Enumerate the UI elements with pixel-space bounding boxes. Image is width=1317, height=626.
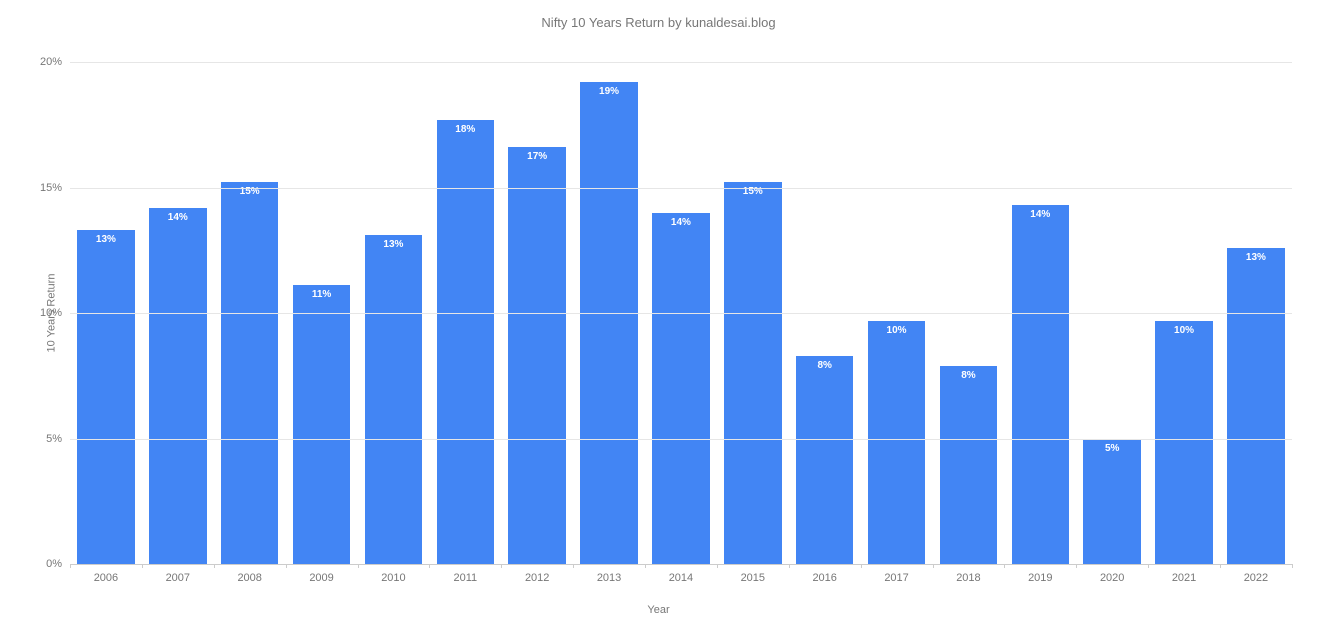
x-tick-label: 2015 [717,572,789,584]
bar: 19% [580,82,638,564]
x-divider [214,564,215,568]
bar: 15% [724,182,782,564]
x-tick-label: 2021 [1148,572,1220,584]
x-axis-label: Year [0,604,1317,616]
bar-value-label: 10% [868,325,926,336]
bar: 13% [365,235,423,564]
x-divider [429,564,430,568]
y-tick-label: 5% [46,433,62,445]
bar: 13% [1227,248,1285,564]
bar: 8% [796,356,854,564]
bar: 10% [868,321,926,564]
grid-line [70,439,1292,440]
bar: 15% [221,182,279,564]
x-divider [70,564,71,568]
bar-value-label: 13% [1227,252,1285,263]
grid-line [70,313,1292,314]
x-divider [1076,564,1077,568]
chart-title: Nifty 10 Years Return by kunaldesai.blog [0,15,1317,30]
x-divider [501,564,502,568]
x-divider [717,564,718,568]
bar: 18% [437,120,495,564]
x-divider [933,564,934,568]
bar: 14% [652,213,710,564]
bar: 8% [940,366,998,564]
bar-value-label: 10% [1155,325,1213,336]
x-divider [1292,564,1293,568]
bar: 14% [149,208,207,564]
bar-value-label: 18% [437,124,495,135]
x-tick-label: 2011 [429,572,501,584]
x-tick-label: 2013 [573,572,645,584]
x-tick-label: 2020 [1076,572,1148,584]
grid-line [70,564,1292,565]
x-tick-label: 2019 [1004,572,1076,584]
bar-value-label: 13% [77,234,135,245]
grid-line [70,62,1292,63]
y-tick-label: 20% [40,56,62,68]
bar-value-label: 14% [149,212,207,223]
x-divider [286,564,287,568]
y-tick-label: 15% [40,182,62,194]
grid-line [70,188,1292,189]
x-divider [358,564,359,568]
x-tick-label: 2010 [358,572,430,584]
bar-value-label: 19% [580,86,638,97]
bar-value-label: 11% [293,289,351,300]
x-divider [861,564,862,568]
x-tick-label: 2016 [789,572,861,584]
bar-value-label: 17% [508,151,566,162]
bar: 11% [293,285,351,564]
bar: 17% [508,147,566,564]
bar: 14% [1012,205,1070,564]
bar-value-label: 8% [940,370,998,381]
x-divider [1220,564,1221,568]
x-tick-label: 2009 [286,572,358,584]
x-divider [789,564,790,568]
x-tick-label: 2006 [70,572,142,584]
y-tick-label: 10% [40,307,62,319]
x-tick-label: 2022 [1220,572,1292,584]
x-tick-label: 2007 [142,572,214,584]
bar-chart: Nifty 10 Years Return by kunaldesai.blog… [0,0,1317,626]
x-tick-label: 2017 [861,572,933,584]
bar-value-label: 5% [1083,443,1141,454]
x-divider [142,564,143,568]
plot-area: 13%200614%200715%200811%200913%201018%20… [70,62,1292,564]
x-tick-label: 2018 [933,572,1005,584]
x-divider [1004,564,1005,568]
bar-value-label: 14% [652,217,710,228]
x-divider [573,564,574,568]
x-tick-label: 2008 [214,572,286,584]
bar-value-label: 14% [1012,209,1070,220]
x-divider [645,564,646,568]
x-tick-label: 2014 [645,572,717,584]
bar: 10% [1155,321,1213,564]
x-tick-label: 2012 [501,572,573,584]
x-divider [1148,564,1149,568]
bar-value-label: 13% [365,239,423,250]
bar: 13% [77,230,135,564]
bar-value-label: 8% [796,360,854,371]
bar: 5% [1083,439,1141,565]
y-tick-label: 0% [46,558,62,570]
